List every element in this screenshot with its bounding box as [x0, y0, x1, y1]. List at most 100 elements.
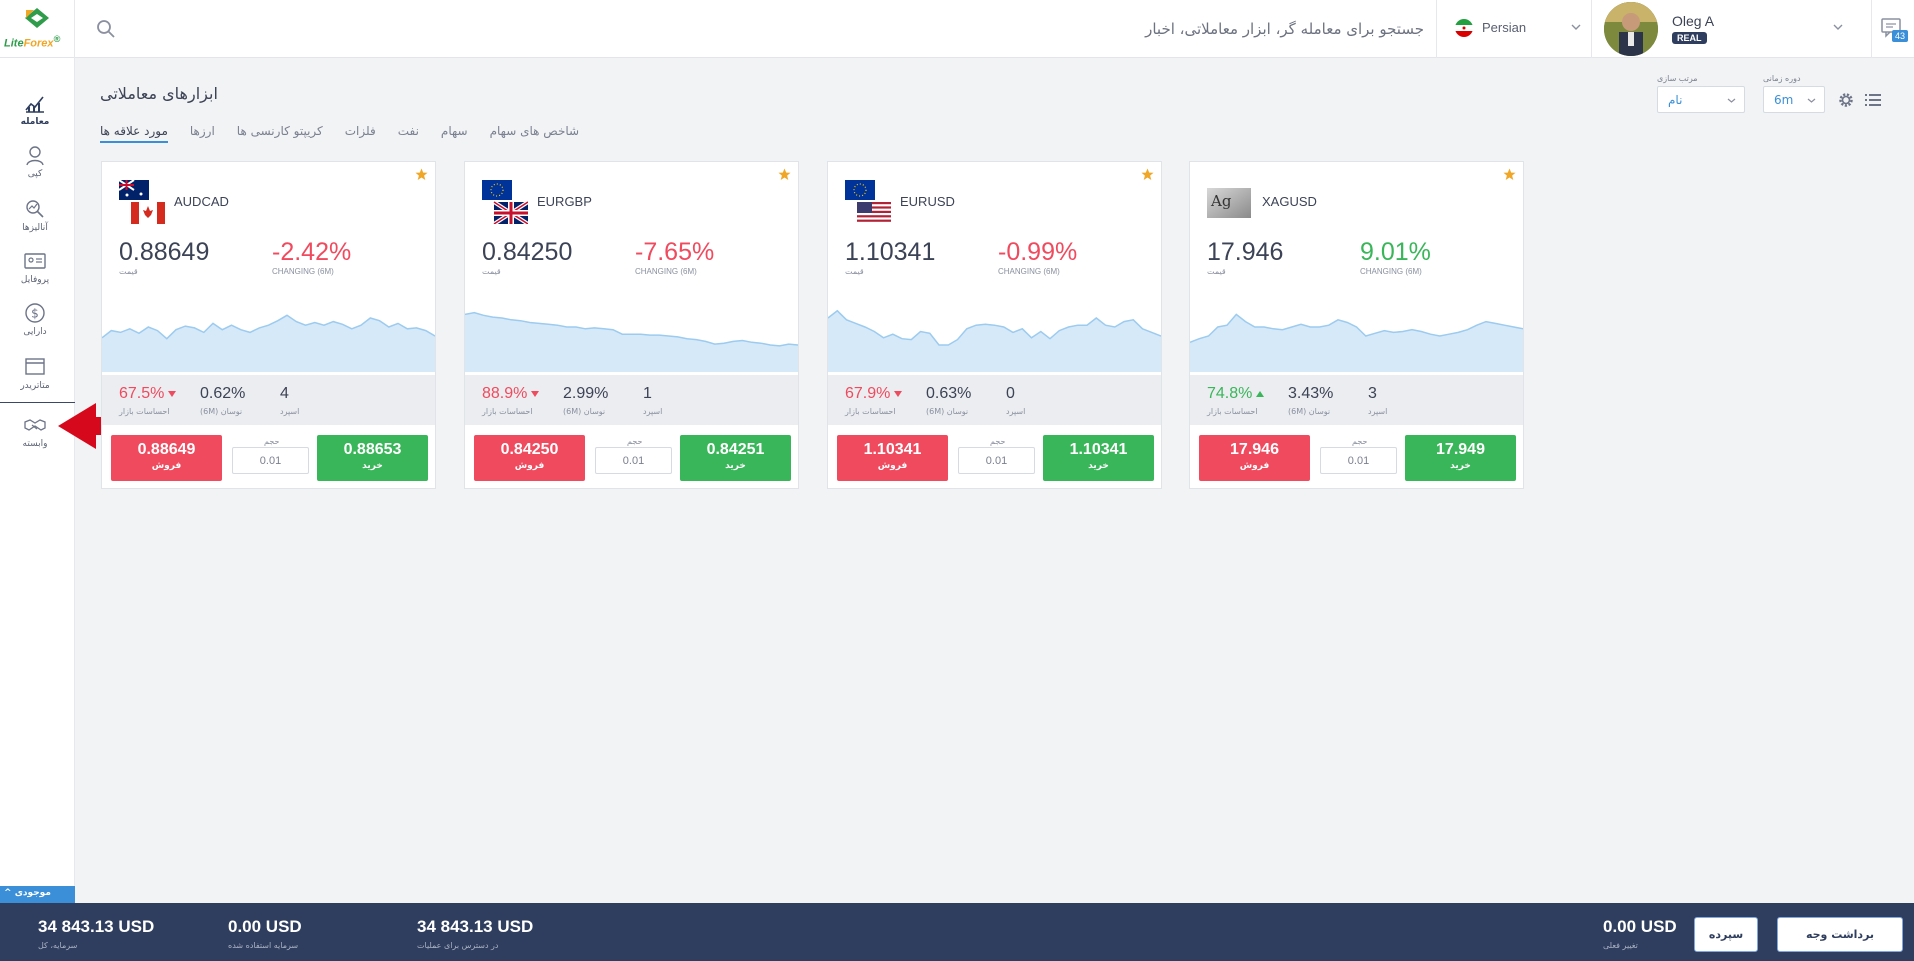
chevron-down-icon: [1807, 98, 1816, 103]
tab-metals[interactable]: فلزات: [344, 124, 376, 138]
volume-input[interactable]: [595, 447, 672, 474]
logo-mark-icon: [25, 8, 49, 28]
user-menu[interactable]: Oleg A REAL: [1592, 0, 1872, 58]
triangle-down-icon: [894, 390, 903, 397]
market-sentiment: 74.8%: [1207, 385, 1265, 403]
spread-value: 3: [1368, 385, 1377, 402]
sparkline-line: [465, 311, 798, 347]
volume-label: حجم: [1352, 437, 1368, 446]
spread-value: 0: [1006, 385, 1015, 402]
period-value: 6m: [1774, 93, 1794, 107]
analytics-icon: [26, 200, 44, 218]
sparkline-chart: [828, 309, 1161, 372]
buy-button[interactable]: 0.84251 خرید: [680, 435, 791, 481]
list-view-icon[interactable]: [1864, 91, 1882, 109]
stats-bar: 88.9% احساسات بازار 2.99% (6M) نوسان 1 ا…: [465, 375, 798, 425]
sell-price: 0.84250: [500, 441, 559, 458]
tab-favorites[interactable]: مورد علاقه ها: [100, 124, 168, 143]
volume-input[interactable]: [1320, 447, 1397, 474]
logo[interactable]: LiteForex®: [0, 0, 75, 58]
sidebar-item-analytics[interactable]: آنالیزها: [0, 198, 70, 248]
star-icon[interactable]: [1141, 168, 1154, 181]
tab-crypto[interactable]: کریپتو کارنسی ها: [236, 124, 323, 138]
sidebar-item-assets[interactable]: $ دارایی: [0, 302, 70, 352]
sell-label: فروش: [877, 461, 908, 471]
change-label: CHANGING (6M): [272, 267, 334, 276]
buy-button[interactable]: 0.88653 خرید: [317, 435, 428, 481]
account-footer: 34 843.13 USD سرمایه، کل 0.00 USD سرمایه…: [0, 903, 1914, 961]
tab-oil[interactable]: نفت: [397, 124, 419, 138]
change-label: CHANGING (6M): [998, 267, 1060, 276]
balance-toggle[interactable]: ^ موجودی: [0, 886, 75, 903]
price-label: قیمت: [119, 267, 138, 276]
volume-input[interactable]: [232, 447, 309, 474]
buy-button[interactable]: 1.10341 خرید: [1043, 435, 1154, 481]
sell-button[interactable]: 0.88649 فروش: [111, 435, 222, 481]
spread-label: اسپرد: [1368, 407, 1388, 416]
language-label: Persian: [1482, 20, 1527, 35]
sell-button[interactable]: 17.946 فروش: [1199, 435, 1310, 481]
tab-currencies[interactable]: ارزها: [189, 124, 215, 138]
sidebar-item-trade[interactable]: معامله: [0, 92, 70, 142]
withdraw-button[interactable]: برداشت وجه: [1777, 917, 1903, 952]
search-icon[interactable]: [96, 19, 116, 39]
instrument-price: 0.84250: [482, 238, 573, 266]
price-label: قیمت: [1207, 267, 1226, 276]
sidebar-item-copy[interactable]: کپی: [0, 144, 70, 194]
star-icon[interactable]: [415, 168, 428, 181]
sidebar-item-label: آنالیزها: [22, 223, 48, 233]
triangle-down-icon: [531, 390, 540, 397]
sidebar-item-profile[interactable]: پروفایل: [0, 250, 70, 300]
buy-price: 17.949: [1436, 441, 1485, 458]
sentiment-value: 88.9%: [482, 385, 528, 402]
volatility-label: (6M) نوسان: [200, 407, 243, 416]
deposit-button[interactable]: سپرده: [1694, 917, 1758, 952]
sidebar: معامله کپی آنالیزها پروفایل $ دارایی: [0, 58, 75, 903]
sort-select[interactable]: نام: [1657, 86, 1745, 113]
chevron-down-icon: [1833, 24, 1843, 30]
chat-button[interactable]: 43: [1872, 0, 1914, 58]
volume-input[interactable]: [958, 447, 1035, 474]
eu-us-flags-icon: [845, 180, 891, 224]
instrument-card[interactable]: EURUSD 1.10341 قیمت -0.99% CHANGING (6M)…: [827, 161, 1162, 489]
tab-stocks[interactable]: سهام: [440, 124, 468, 138]
current-change-label: تغییر فعلی: [1603, 941, 1638, 950]
chevron-down-icon: [1571, 24, 1581, 30]
account-type-badge: REAL: [1672, 32, 1707, 44]
volume-label: حجم: [627, 437, 643, 446]
instrument-card[interactable]: AUDCAD 0.88649 قیمت -2.42% CHANGING (6M)…: [101, 161, 436, 489]
sidebar-item-metatrader[interactable]: متاتریدر: [0, 356, 70, 406]
sparkline-area: [465, 312, 798, 372]
svg-text:Ag: Ag: [1210, 192, 1232, 210]
instrument-symbol: XAGUSD: [1262, 194, 1317, 209]
sidebar-item-affiliate[interactable]: وابسته: [0, 414, 70, 464]
gear-icon[interactable]: [1837, 91, 1855, 109]
language-selector[interactable]: Persian: [1436, 0, 1592, 58]
svg-text:$: $: [31, 307, 39, 321]
sell-button[interactable]: 1.10341 فروش: [837, 435, 948, 481]
sell-price: 1.10341: [863, 441, 922, 458]
search-input[interactable]: [124, 14, 1424, 44]
volatility-value: 0.62%: [200, 385, 246, 402]
price-change: -0.99%: [998, 238, 1078, 266]
instrument-card[interactable]: EURGBP 0.84250 قیمت -7.65% CHANGING (6M)…: [464, 161, 799, 489]
top-bar: LiteForex® Persian Oleg A REA: [0, 0, 1914, 58]
sentiment-value: 67.5%: [119, 385, 165, 402]
period-select[interactable]: 6m: [1763, 86, 1825, 113]
sell-button[interactable]: 0.84250 فروش: [474, 435, 585, 481]
window-icon: [25, 358, 45, 375]
change-label: CHANGING (6M): [1360, 267, 1422, 276]
buy-button[interactable]: 17.949 خرید: [1405, 435, 1516, 481]
market-sentiment: 67.5%: [119, 385, 177, 403]
tab-indices[interactable]: شاخص های سهام: [489, 124, 580, 138]
sidebar-item-label: وابسته: [22, 439, 48, 449]
sidebar-divider: [0, 402, 75, 403]
instrument-card[interactable]: Ag XAGUSD 17.946 قیمت 9.01% CHANGING (6M…: [1189, 161, 1524, 489]
market-sentiment: 88.9%: [482, 385, 540, 403]
spread-value: 1: [643, 385, 652, 402]
star-icon[interactable]: [1503, 168, 1516, 181]
volatility-label: (6M) نوسان: [563, 407, 606, 416]
star-icon[interactable]: [778, 168, 791, 181]
sentiment-value: 67.9%: [845, 385, 891, 402]
chat-icon: [1881, 18, 1901, 38]
